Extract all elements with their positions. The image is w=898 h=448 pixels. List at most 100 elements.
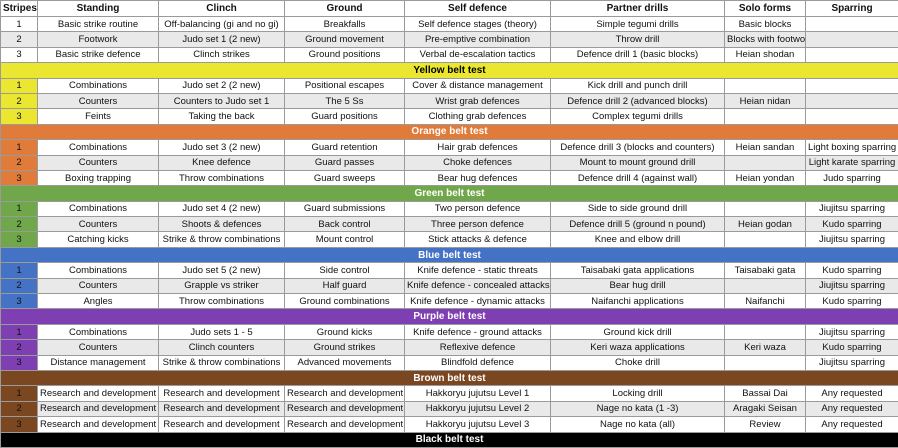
section-row: Black belt test <box>0 431 898 448</box>
table-cell: Hakkoryu jujutsu Level 1 <box>404 385 551 402</box>
section-row: Yellow belt test <box>0 62 898 79</box>
table-cell: Judo set 2 (2 new) <box>158 77 285 94</box>
table-cell: Defence drill 3 (blocks and counters) <box>550 139 725 156</box>
header-row: Stripes Standing Clinch Ground Self defence P… <box>0 0 898 17</box>
table-row: 2 Counters Counters to Judo set 1 The 5 Ss W… <box>0 92 898 110</box>
empty-cell <box>724 354 806 371</box>
table-cell: Research and development <box>158 400 285 418</box>
stripe-cell: 3 <box>0 46 38 64</box>
table-cell: Judo sets 1 - 5 <box>158 323 285 341</box>
table-cell: Taking the back <box>158 108 285 125</box>
stripe-cell: 1 <box>0 200 38 218</box>
table-row: 3 Boxing trapping Throw combinations Guard … <box>0 169 898 187</box>
column-header: Stripes <box>0 0 38 17</box>
stripe-cell: 1 <box>0 77 38 94</box>
section-row: Brown belt test <box>0 369 898 387</box>
table-cell: Naifanchi <box>724 293 806 310</box>
stripe-cell: 3 <box>0 293 38 310</box>
table-cell: Nage no kata (all) <box>550 416 725 433</box>
column-header: Clinch <box>158 0 285 17</box>
table-cell: Ground movement <box>284 31 405 48</box>
table-cell: Cover & distance management <box>404 77 551 94</box>
table-cell: Knee defence <box>158 154 285 171</box>
table-cell: Basic strike routine <box>37 15 159 33</box>
empty-cell <box>805 108 898 125</box>
table-cell: Knife defence - concealed attacks <box>404 277 551 295</box>
stripe-cell: 2 <box>0 154 38 171</box>
table-cell: Research and development <box>284 400 405 418</box>
table-cell: Knife defence - dynamic attacks <box>404 293 551 310</box>
table-cell: Side to side ground drill <box>550 200 725 218</box>
table-cell: Combinations <box>37 323 159 341</box>
table-cell: Guard submissions <box>284 200 405 218</box>
table-cell: Judo set 5 (2 new) <box>158 262 285 279</box>
table-cell: Heian sandan <box>724 139 806 156</box>
table-row: 1 Combinations Judo set 3 (2 new) Guard ret… <box>0 139 898 156</box>
table-cell: Bear hug drill <box>550 277 725 295</box>
table-cell: Pre-emptive combination <box>404 31 551 48</box>
table-cell: Defence drill 5 (ground n pound) <box>550 216 725 233</box>
table-cell: Judo set 3 (2 new) <box>158 139 285 156</box>
table-cell: Ground kick drill <box>550 323 725 341</box>
table-cell: The 5 Ss <box>284 92 405 110</box>
stripe-cell: 2 <box>0 277 38 295</box>
table-cell: Bear hug defences <box>404 169 551 187</box>
table-row: 3 Catching kicks Strike & throw combinatio… <box>0 231 898 248</box>
table-cell: Ground combinations <box>284 293 405 310</box>
table-cell: Ground kicks <box>284 323 405 341</box>
table-cell: Kick drill and punch drill <box>550 77 725 94</box>
table-row: 3 Distance management Strike & throw combi… <box>0 354 898 371</box>
empty-cell <box>724 108 806 125</box>
table-cell: Strike & throw combinations <box>158 231 285 248</box>
table-cell: Counters <box>37 154 159 171</box>
section-row: Orange belt test <box>0 123 898 141</box>
table-cell: Jiujitsu sparring <box>805 323 898 341</box>
empty-cell <box>724 77 806 94</box>
table-cell: Reflexive defence <box>404 339 551 356</box>
table-cell: Two person defence <box>404 200 551 218</box>
table-cell: Blindfold defence <box>404 354 551 371</box>
table-cell: Keri waza applications <box>550 339 725 356</box>
table-cell: Jiujitsu sparring <box>805 200 898 218</box>
table-cell: Ground positions <box>284 46 405 64</box>
table-row: 1 Basic strike routine Off-balancing (gi a… <box>0 15 898 33</box>
table-cell: Aragaki Seisan <box>724 400 806 418</box>
table-row: 1 Combinations Judo sets 1 - 5 Ground kicks… <box>0 323 898 341</box>
table-cell: Throw combinations <box>158 169 285 187</box>
table-cell: Heian yondan <box>724 169 806 187</box>
section-title: Orange belt test <box>0 123 898 141</box>
stripe-cell: 2 <box>0 400 38 418</box>
section-title: Black belt test <box>0 431 898 448</box>
column-header: Ground <box>284 0 405 17</box>
table-cell: Clinch strikes <box>158 46 285 64</box>
table-cell: Kudo sparring <box>805 216 898 233</box>
table-cell: Knife defence - static threats <box>404 262 551 279</box>
table-cell: Research and development <box>158 385 285 402</box>
table-cell: Basic strike defence <box>37 46 159 64</box>
table-row: 1 Combinations Judo set 4 (2 new) Guard sub… <box>0 200 898 218</box>
table-cell: Combinations <box>37 200 159 218</box>
table-cell: Research and development <box>158 416 285 433</box>
table-cell: Judo sparring <box>805 169 898 187</box>
table-cell: Wrist grab defences <box>404 92 551 110</box>
table-cell: Mount to mount ground drill <box>550 154 725 171</box>
table-cell: Light boxing sparring <box>805 139 898 156</box>
table-cell: Judo set 1 (2 new) <box>158 31 285 48</box>
table-cell: Jiujitsu sparring <box>805 231 898 248</box>
table-cell: Choke defences <box>404 154 551 171</box>
table-cell: Strike & throw combinations <box>158 354 285 371</box>
table-cell: Nage no kata (1 -3) <box>550 400 725 418</box>
table-cell: Throw combinations <box>158 293 285 310</box>
column-header: Standing <box>37 0 159 17</box>
table-cell: Complex tegumi drills <box>550 108 725 125</box>
table-cell: Research and development <box>37 416 159 433</box>
stripe-cell: 3 <box>0 416 38 433</box>
table-cell: Hakkoryu jujutsu Level 3 <box>404 416 551 433</box>
table-row: 1 Combinations Judo set 2 (2 new) Positiona… <box>0 77 898 94</box>
table-cell: Research and development <box>37 400 159 418</box>
table-cell: Kudo sparring <box>805 293 898 310</box>
table-row: 3 Research and development Research and de… <box>0 416 898 433</box>
column-header: Self defence <box>404 0 551 17</box>
section-title: Green belt test <box>0 185 898 202</box>
